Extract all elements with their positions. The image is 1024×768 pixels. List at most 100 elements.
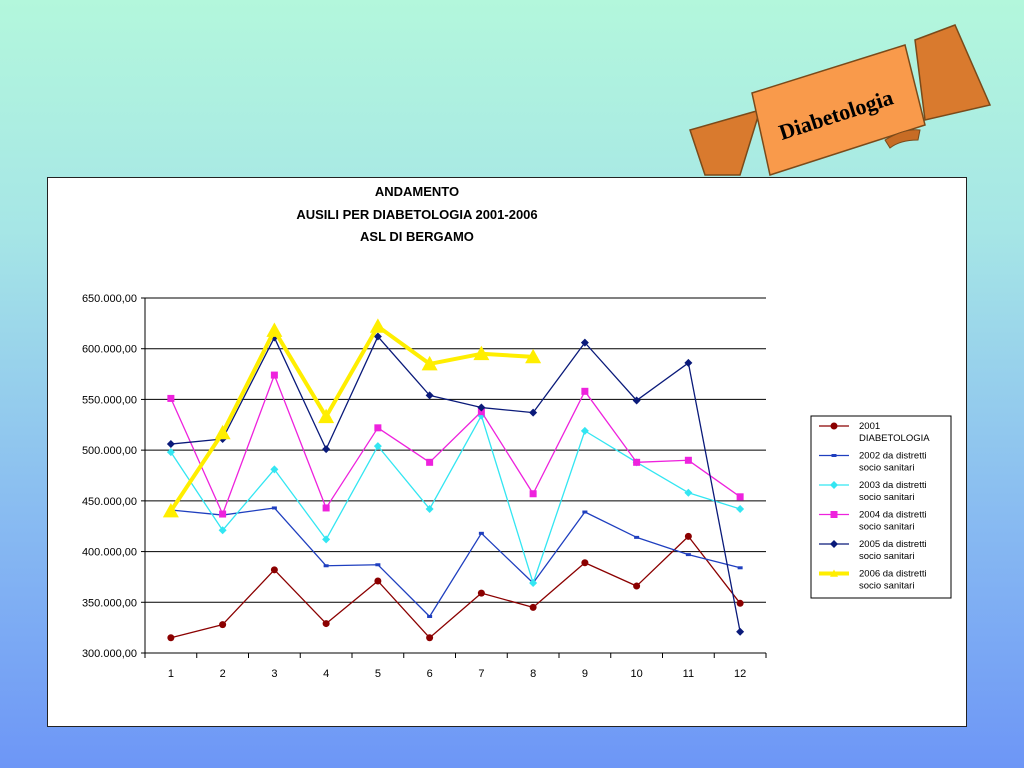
data-point [477, 408, 485, 416]
series-line-2 [170, 507, 741, 618]
data-point [580, 426, 589, 435]
data-point [322, 445, 331, 454]
data-point [525, 348, 542, 364]
data-point [830, 569, 838, 577]
y-tick-label: 650.000,00 [82, 293, 137, 305]
y-tick-label: 450.000,00 [82, 496, 137, 508]
legend-label: socio sanitari [859, 463, 914, 474]
series-line-6 [169, 324, 534, 513]
data-point [373, 332, 382, 341]
data-point [529, 408, 538, 417]
x-tick-label: 12 [734, 668, 746, 680]
data-point [373, 442, 382, 451]
data-point [684, 532, 692, 540]
data-point [632, 396, 641, 405]
legend-label: 2004 da distretti [859, 510, 927, 521]
data-point [421, 355, 438, 371]
data-point [425, 391, 434, 400]
line-chart: ANDAMENTO AUSILI PER DIABETOLOGIA 2001-2… [82, 184, 952, 680]
y-tick-label: 300.000,00 [82, 648, 137, 660]
x-tick-label: 4 [323, 668, 329, 680]
data-point [374, 577, 382, 585]
data-point [427, 614, 433, 618]
series-line-5 [170, 335, 741, 632]
data-point [736, 627, 745, 636]
y-tick-label: 550.000,00 [82, 394, 137, 406]
data-point [426, 634, 434, 642]
data-point [685, 553, 691, 557]
data-point [270, 566, 278, 574]
data-point [633, 582, 641, 590]
data-point [214, 424, 231, 440]
data-point [166, 440, 175, 449]
x-tick-label: 1 [168, 668, 174, 680]
y-tick-label: 600.000,00 [82, 344, 137, 356]
data-point [219, 621, 227, 629]
data-point [323, 564, 329, 568]
legend-label: socio sanitari [859, 522, 914, 533]
data-point [529, 603, 537, 611]
data-point [634, 535, 640, 539]
diabetologia-banner: Diabetologia [689, 24, 992, 176]
x-tick-label: 11 [683, 668, 694, 680]
y-tick-label: 350.000,00 [82, 597, 137, 609]
data-point [270, 333, 279, 342]
data-point [633, 458, 641, 466]
legend-label: socio sanitari [859, 551, 914, 562]
data-point [162, 503, 179, 518]
data-point [529, 579, 538, 588]
x-tick-label: 5 [375, 668, 381, 680]
data-point [684, 488, 693, 497]
legend-label: 2005 da distretti [859, 539, 927, 550]
data-point [374, 424, 382, 432]
data-point [375, 563, 381, 567]
data-point [167, 394, 175, 402]
legend-label: 2006 da distretti [859, 569, 927, 580]
data-point [736, 504, 745, 513]
data-point [318, 408, 335, 424]
series-line-3 [170, 415, 741, 584]
data-point [271, 506, 277, 510]
data-point [831, 454, 837, 457]
data-point [266, 322, 283, 337]
data-point [580, 338, 589, 347]
data-point [830, 422, 838, 430]
legend-label: socio sanitari [859, 492, 914, 503]
x-tick-label: 8 [530, 668, 536, 680]
y-tick-label: 500.000,00 [82, 445, 137, 457]
data-point [322, 504, 330, 512]
y-tick-label: 400.000,00 [82, 547, 137, 559]
data-point [477, 589, 485, 597]
data-point [581, 387, 589, 395]
data-point [322, 535, 331, 544]
banner-tail-left [689, 108, 762, 176]
series-line-1 [170, 535, 741, 639]
x-tick-label: 10 [631, 668, 643, 680]
data-point [167, 634, 175, 642]
banner-ribbon [751, 44, 926, 176]
data-point [270, 371, 278, 379]
data-point [684, 358, 693, 367]
data-point [581, 559, 589, 567]
data-point [736, 599, 744, 607]
x-tick-label: 6 [427, 668, 433, 680]
data-point [369, 318, 386, 333]
legend-label: 2003 da distretti [859, 480, 927, 491]
legend-label: 2001 [859, 421, 880, 432]
legend-label: DIABETOLOGIA [859, 433, 930, 444]
banner-tail-right [914, 24, 992, 121]
data-point [736, 493, 744, 501]
x-tick-label: 9 [582, 668, 588, 680]
data-point [737, 566, 743, 570]
legend-box [810, 415, 952, 599]
data-point [426, 458, 434, 466]
data-point [166, 448, 175, 457]
legend-label: socio sanitari [859, 581, 914, 592]
data-point [582, 510, 588, 514]
data-point [425, 504, 434, 513]
chart-title-line-1: ANDAMENTO [375, 184, 459, 199]
x-tick-label: 7 [478, 668, 484, 680]
data-point [830, 511, 838, 518]
plot-area: 650.000,00 600.000,00 550.000,00 500.000,00… [82, 293, 767, 680]
